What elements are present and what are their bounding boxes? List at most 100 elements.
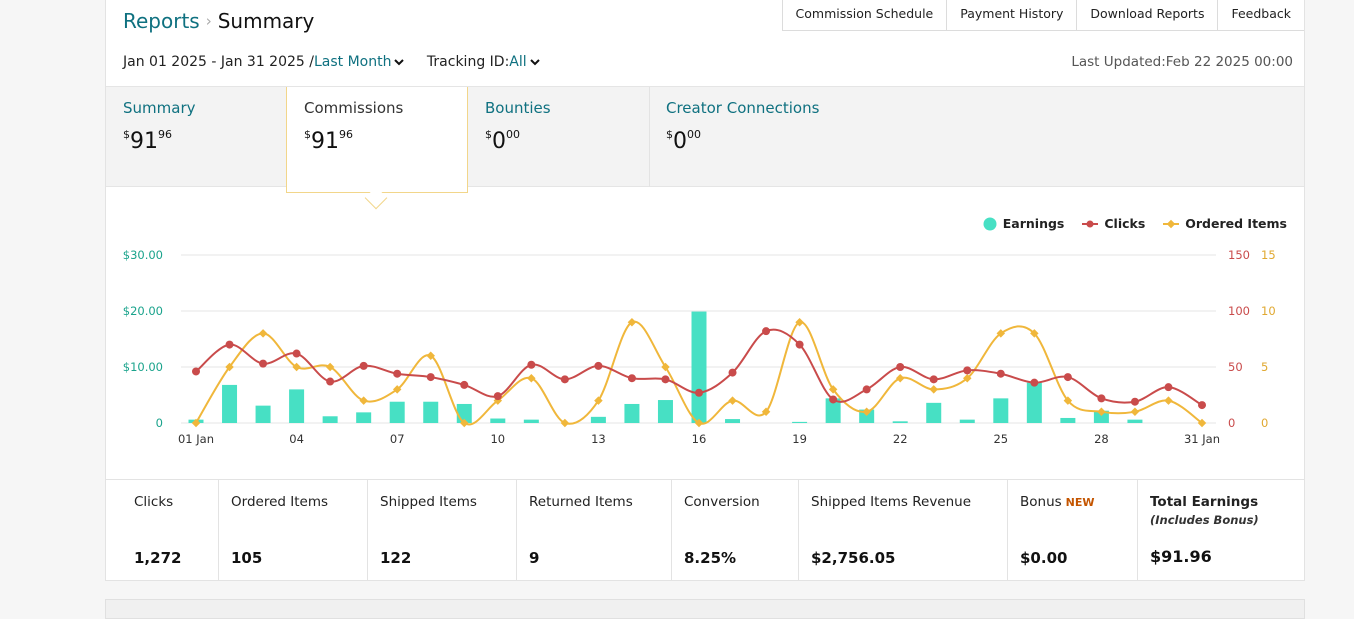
clicks-point: [426, 373, 435, 382]
earnings-bar: [1093, 410, 1109, 423]
ordered-items-point: [560, 418, 570, 428]
report-tabs: Summary $9196 Commissions $9196 Bounties…: [106, 86, 1304, 193]
ordered-items-point: [1130, 407, 1140, 417]
ordered-items-point: [895, 373, 905, 383]
earnings-bar: [657, 400, 673, 423]
clicks-point: [929, 375, 938, 384]
y-right-items-tick-label: 5: [1261, 360, 1268, 374]
x-tick-label: 01 Jan: [178, 432, 214, 446]
metric-conversion-label: Conversion: [684, 494, 760, 510]
tracking-id-label: Tracking ID:: [426, 54, 510, 70]
ordered-items-point: [728, 396, 737, 405]
clicks-point: [829, 395, 838, 404]
tab-creator-connections[interactable]: Creator Connections $000: [649, 87, 949, 187]
metric-shipped-items: Shipped Items 122: [368, 480, 517, 580]
clicks-line-icon: [1082, 220, 1099, 227]
earnings-bar: [725, 419, 741, 423]
metric-returned-items-label: Returned Items: [529, 494, 633, 510]
clicks-point: [896, 363, 905, 371]
ordered-items-point: [460, 418, 469, 428]
ordered-items-point: [828, 385, 838, 394]
ordered-items-point: [661, 362, 670, 372]
metric-conversion-value: 8.25%: [684, 549, 737, 567]
date-preset-dropdown[interactable]: Last Month: [314, 54, 405, 70]
y-right-clicks-tick-label: 0: [1228, 416, 1235, 430]
ordered-items-point: [258, 329, 268, 338]
clicks-point: [359, 361, 368, 370]
ordered-items-point: [225, 362, 234, 372]
y-right-items-tick-label: 15: [1261, 248, 1276, 262]
earnings-bar: [825, 398, 841, 423]
clicks-point: [393, 369, 402, 378]
metric-total-earnings-label: Total Earnings: [1150, 494, 1259, 510]
x-tick-label: 13: [591, 432, 606, 446]
legend-ordered-items[interactable]: Ordered Items: [1163, 216, 1287, 231]
report-panel: Reports › Summary Commission Schedule Paym…: [105, 0, 1305, 581]
earnings-bar: [1060, 417, 1076, 423]
tab-commissions-amount: $9196: [304, 128, 353, 154]
chevron-down-icon: [529, 59, 540, 66]
page-title: Summary: [217, 9, 315, 33]
tab-bounties-label: Bounties: [485, 99, 551, 117]
earnings-bar: [423, 401, 439, 423]
chart-legend: Earnings Clicks Ordered Items: [983, 216, 1287, 231]
download-reports-link[interactable]: Download Reports: [1076, 0, 1218, 31]
chevron-down-icon: [394, 59, 405, 66]
payment-history-link[interactable]: Payment History: [946, 0, 1077, 31]
next-section-strip: [105, 599, 1305, 619]
commission-schedule-link[interactable]: Commission Schedule: [781, 0, 947, 31]
clicks-point: [1030, 378, 1039, 387]
date-range-text: Jan 01 2025 - Jan 31 2025 /: [123, 54, 314, 70]
tab-summary-amount: $9196: [123, 128, 172, 154]
ordered-items-point: [1030, 329, 1039, 338]
tracking-id-dropdown[interactable]: Tracking ID:All: [427, 54, 540, 70]
tab-creator-connections-amount: $000: [666, 128, 701, 154]
earnings-bar: [389, 401, 405, 423]
feedback-link[interactable]: Feedback: [1217, 0, 1304, 31]
metric-returned-items: Returned Items 9: [517, 480, 672, 580]
tab-summary[interactable]: Summary $9196: [106, 87, 286, 187]
metric-total-earnings-value: $91.96: [1150, 547, 1212, 566]
tab-bounties[interactable]: Bounties $000: [468, 87, 649, 187]
earnings-bar: [356, 412, 372, 423]
x-tick-label: 04: [289, 432, 304, 446]
metric-returned-items-value: 9: [529, 549, 540, 567]
earnings-bar: [624, 403, 640, 423]
x-tick-label: 31 Jan: [1184, 432, 1220, 446]
ordered-items-point: [1197, 418, 1207, 428]
clicks-point: [1130, 397, 1139, 406]
tab-commissions-label: Commissions: [304, 99, 404, 117]
breadcrumb-reports-link[interactable]: Reports: [123, 9, 200, 33]
metric-total-earnings: Total Earnings (Includes Bonus) $91.96: [1138, 480, 1304, 580]
ordered-items-point: [292, 362, 301, 372]
ordered-items-point: [527, 373, 536, 383]
y-left-tick-label: 0: [156, 416, 163, 430]
earnings-bar: [959, 419, 975, 423]
legend-earnings[interactable]: Earnings: [983, 216, 1064, 231]
x-tick-label: 10: [490, 432, 505, 446]
metric-bonus-label: Bonus NEW: [1020, 494, 1095, 510]
earnings-bar: [255, 405, 271, 423]
earnings-bar: [222, 384, 238, 423]
metric-shipped-revenue: Shipped Items Revenue $2,756.05: [799, 480, 1008, 580]
tab-commissions[interactable]: Commissions $9196: [286, 87, 468, 193]
clicks-point: [1198, 401, 1206, 410]
clicks-point: [627, 374, 636, 383]
date-preset-label: Last Month: [313, 54, 392, 70]
legend-clicks[interactable]: Clicks: [1082, 216, 1145, 231]
y-right-clicks-tick-label: 100: [1228, 304, 1250, 318]
ordered-items-point: [426, 351, 435, 361]
date-filter-row: Jan 01 2025 - Jan 31 2025 /Last Month Tr…: [123, 54, 540, 70]
metrics-row: Clicks 1,272 Ordered Items 105 Shipped I…: [106, 479, 1304, 580]
clicks-point: [963, 366, 972, 375]
earnings-bar: [892, 421, 908, 423]
tab-bounties-amount: $000: [485, 128, 520, 154]
breadcrumb: Reports › Summary: [123, 9, 314, 33]
metric-ordered-items-value: 105: [231, 549, 263, 567]
clicks-point: [192, 367, 200, 376]
ordered-items-point: [325, 362, 335, 372]
ordered-items-point: [929, 385, 938, 394]
metric-shipped-revenue-value: $2,756.05: [811, 549, 896, 567]
legend-ordered-items-label: Ordered Items: [1185, 216, 1287, 231]
earnings-bar: [1026, 382, 1042, 423]
